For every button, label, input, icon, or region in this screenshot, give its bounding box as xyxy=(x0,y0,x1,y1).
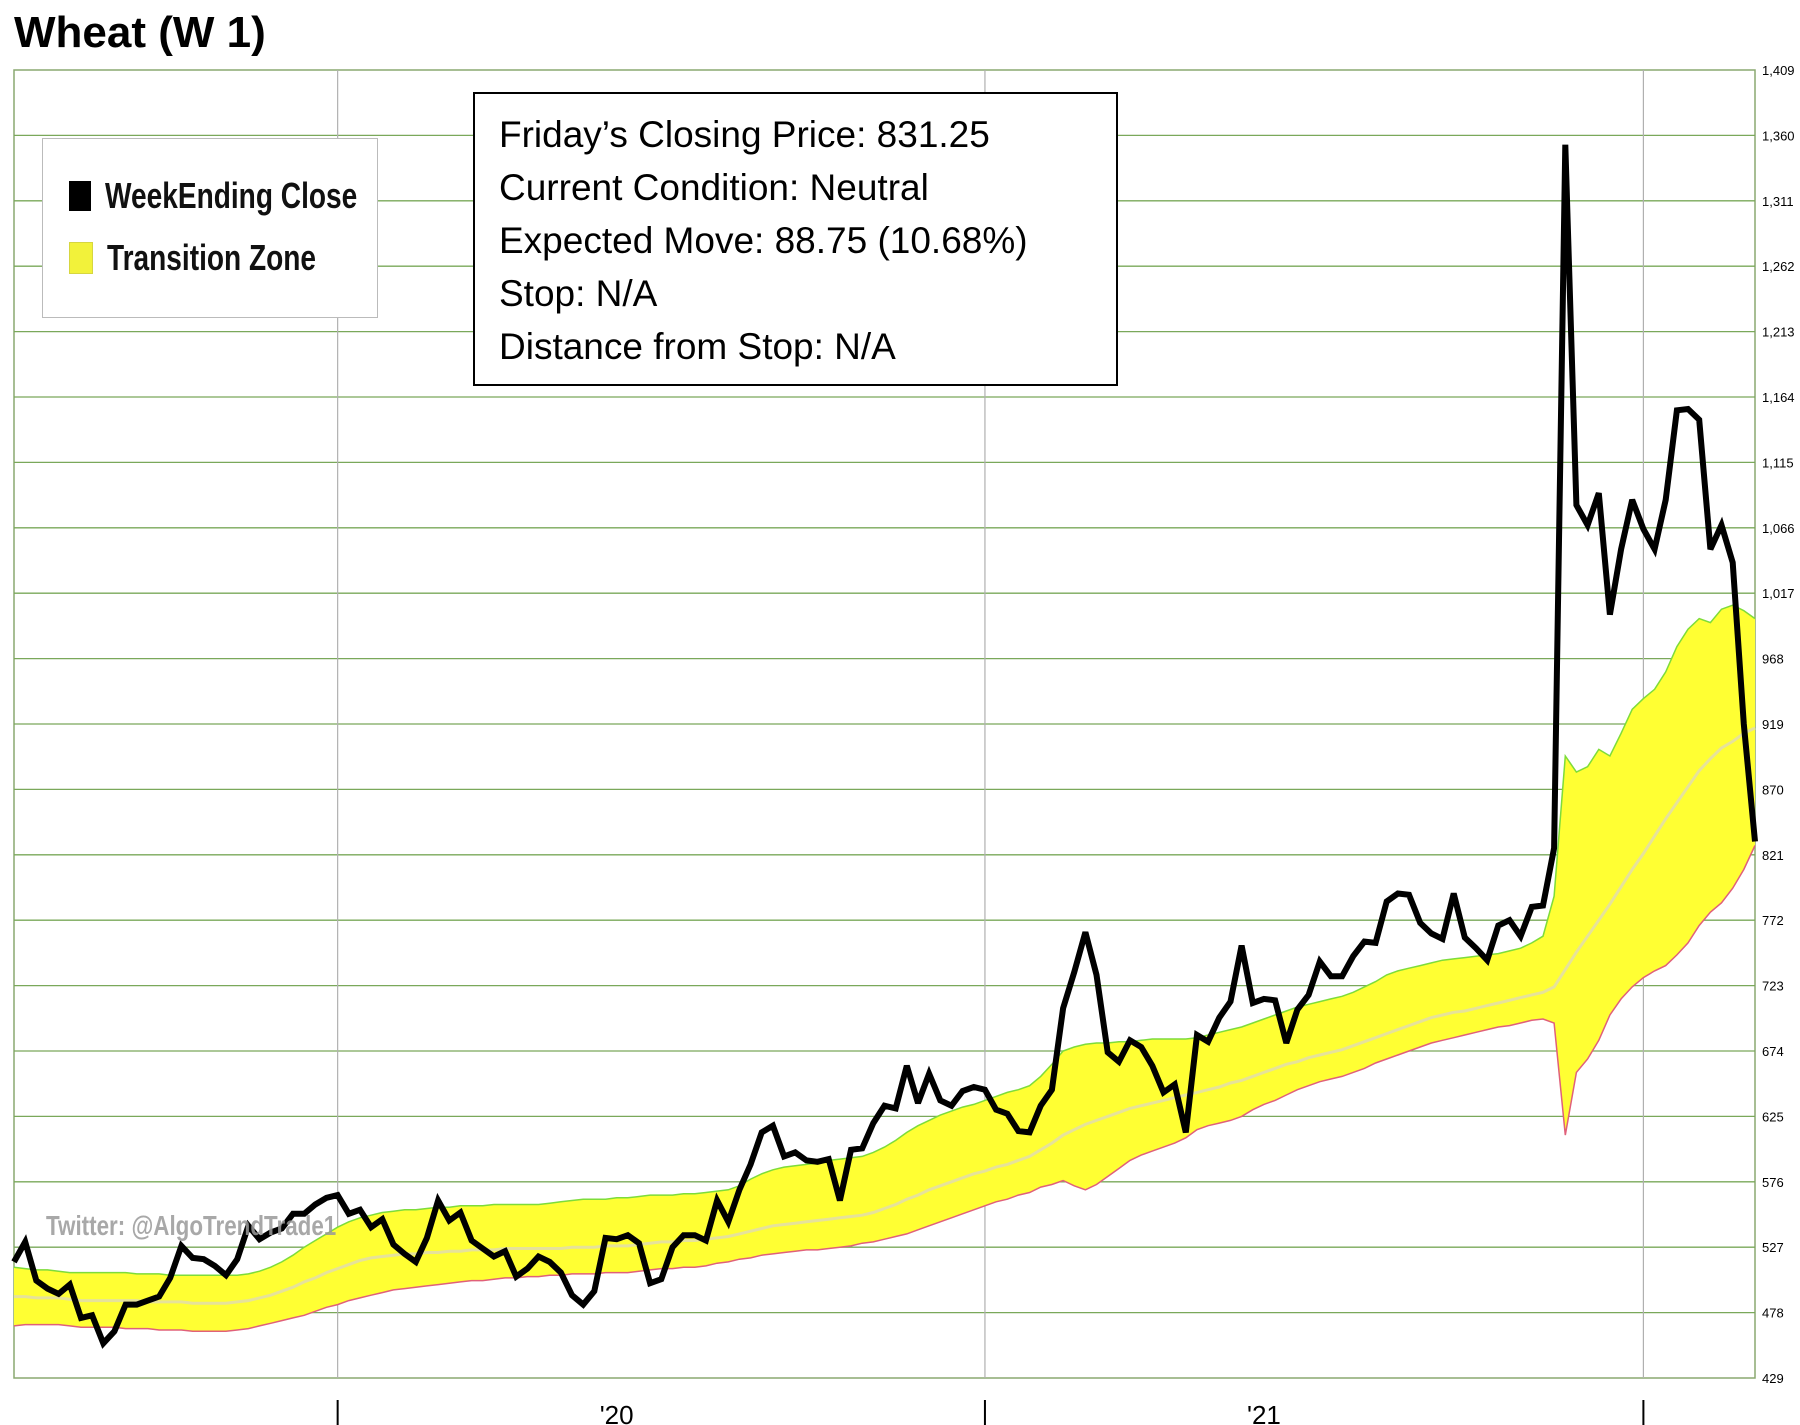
legend-label-close: WeekEnding Close xyxy=(105,175,358,216)
y-tick-label: 625 xyxy=(1762,1109,1784,1124)
watermark: Twitter: @AlgoTrendTrade1 xyxy=(46,1210,337,1241)
y-tick-label: 1,262 xyxy=(1762,259,1795,274)
y-tick-label: 527 xyxy=(1762,1240,1784,1255)
y-axis: 1,409 1,360 1,311 1,262 1,213 1,164 1,115 1,066… xyxy=(1762,63,1795,1386)
transition-zone-upper-edge xyxy=(13,604,1756,1276)
x-tick-label: '20 xyxy=(600,1400,634,1425)
x-tick-label: '21 xyxy=(1247,1400,1281,1425)
y-tick-label: 1,409 xyxy=(1762,63,1795,78)
horizontal-gridlines xyxy=(14,134,1755,1314)
y-tick-label: 968 xyxy=(1762,652,1784,667)
weekending-close-line xyxy=(11,144,1758,1349)
info-box: Friday’s Closing Price: 831.25 Current C… xyxy=(473,92,1118,386)
y-tick-label: 478 xyxy=(1762,1306,1784,1321)
x-axis: '20'21'22 xyxy=(336,1400,1645,1425)
y-tick-label: 429 xyxy=(1762,1371,1784,1386)
condition-text: Current Condition: Neutral xyxy=(499,167,929,208)
stop-text: Stop: N/A xyxy=(499,273,658,314)
transition-zone-midline xyxy=(14,726,1756,1305)
chart-title: Wheat (W 1) xyxy=(14,8,266,57)
y-tick-label: 576 xyxy=(1762,1175,1784,1190)
expected-move-text: Expected Move: 88.75 (10.68%) xyxy=(499,220,1028,261)
y-tick-label: 723 xyxy=(1762,979,1784,994)
legend-item-zone: Transition Zone xyxy=(69,237,375,279)
transition-zone-lower-edge xyxy=(13,845,1756,1333)
closing-price-text: Friday’s Closing Price: 831.25 xyxy=(499,114,990,155)
transition-zone-layer xyxy=(13,604,1756,1333)
close-line-layer xyxy=(11,144,1758,1349)
y-tick-label: 1,017 xyxy=(1762,586,1795,601)
legend-label-zone: Transition Zone xyxy=(107,237,317,278)
legend-swatch-close xyxy=(69,181,91,211)
y-tick-label: 1,213 xyxy=(1762,325,1795,340)
y-tick-label: 1,360 xyxy=(1762,128,1795,143)
y-tick-label: 1,115 xyxy=(1762,455,1794,470)
distance-from-stop-text: Distance from Stop: N/A xyxy=(499,326,896,367)
y-tick-label: 674 xyxy=(1762,1044,1784,1059)
legend: WeekEnding Close Transition Zone xyxy=(42,138,378,318)
y-tick-label: 1,164 xyxy=(1762,390,1795,405)
y-tick-label: 870 xyxy=(1762,782,1784,797)
y-tick-label: 1,311 xyxy=(1762,194,1794,209)
legend-item-close: WeekEnding Close xyxy=(69,175,428,217)
transition-zone-area xyxy=(14,605,1755,1332)
y-tick-label: 772 xyxy=(1762,913,1784,928)
y-tick-label: 821 xyxy=(1762,848,1784,863)
legend-swatch-zone xyxy=(69,242,93,274)
y-tick-label: 1,066 xyxy=(1762,521,1795,536)
y-tick-label: 919 xyxy=(1762,717,1784,732)
